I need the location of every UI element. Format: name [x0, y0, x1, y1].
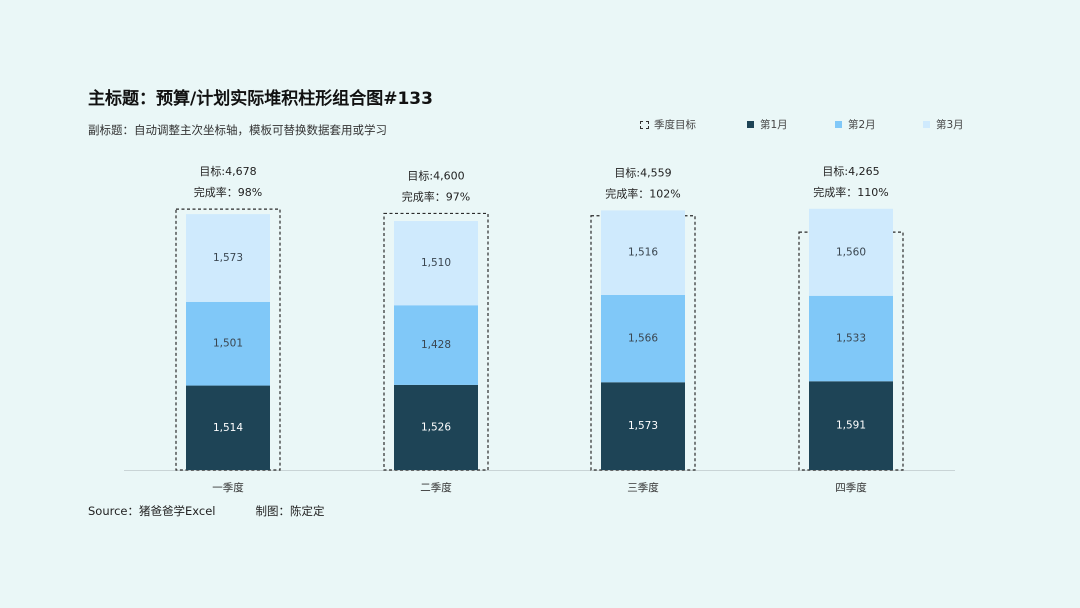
completion-rate-label: 完成率：102% [605, 186, 680, 200]
bar-segment-month3 [394, 221, 478, 306]
x-tick-label: 一季度 [212, 481, 244, 494]
source-note: Source：猪爸爸学Excel [88, 504, 216, 518]
bar-segment-month3 [601, 210, 685, 295]
legend-target-swatch [640, 120, 649, 129]
bar-value-label: 1,591 [836, 420, 866, 432]
target-value-label: 目标:4,600 [407, 168, 464, 182]
bar-value-label: 1,573 [628, 420, 658, 432]
bar-segment-month1 [394, 384, 478, 470]
completion-rate-label: 完成率：97% [402, 189, 470, 203]
target-value-label: 目标:4,265 [822, 164, 879, 178]
legend-item-month3: 第3月 [923, 117, 964, 132]
completion-rate-label: 完成率：98% [194, 185, 262, 199]
legend-label: 第2月 [848, 119, 876, 131]
x-tick-label: 二季度 [420, 481, 452, 494]
legend-item-target: 季度目标 [640, 117, 696, 132]
legend-label: 第3月 [936, 119, 964, 131]
bar-value-label: 1,516 [628, 247, 658, 259]
bar-value-label: 1,573 [213, 252, 243, 264]
bar-value-label: 1,526 [421, 421, 451, 433]
bar-segment-month3 [186, 214, 270, 302]
completion-rate-label: 完成率：110% [813, 185, 888, 199]
target-value-label: 目标:4,678 [199, 164, 256, 178]
bar-value-label: 1,533 [836, 333, 866, 345]
bar-segment-month2 [394, 305, 478, 385]
legend-label: 第1月 [760, 119, 788, 131]
target-box [175, 208, 281, 471]
bar-segment-month1 [601, 382, 685, 470]
legend-month3-swatch [923, 121, 930, 128]
chart-subtitle: 副标题：自动调整主次坐标轴，模板可替换数据套用或学习 [88, 123, 387, 137]
footer: Source：猪爸爸学Excel 制图：陈定定 [88, 503, 324, 519]
legend-month2-swatch [835, 121, 842, 128]
bar-value-label: 1,514 [213, 422, 243, 434]
chart-title: 主标题：预算/计划实际堆积柱形组合图#133 [88, 89, 433, 109]
bar-value-label: 1,501 [213, 338, 243, 350]
bar-value-label: 1,428 [421, 339, 451, 351]
bar-segment-month2 [601, 294, 685, 383]
bar-value-label: 1,510 [421, 257, 451, 269]
bar-segment-month2 [809, 295, 893, 382]
x-tick-label: 三季度 [627, 481, 659, 494]
bar-segment-month1 [809, 381, 893, 470]
legend-month1-swatch [747, 121, 754, 128]
legend-item-month2: 第2月 [835, 117, 876, 132]
bar-segment-month2 [186, 301, 270, 386]
x-tick-label: 四季度 [835, 481, 867, 494]
author-note: 制图：陈定定 [255, 504, 325, 518]
legend-label: 季度目标 [654, 119, 696, 131]
bar-segment-month1 [186, 385, 270, 470]
bar-value-label: 1,560 [836, 246, 866, 258]
bar-segment-month3 [809, 208, 893, 296]
bar-value-label: 1,566 [628, 333, 658, 345]
legend: 季度目标 第1月 第2月 第3月 [640, 117, 970, 133]
target-value-label: 目标:4,559 [614, 165, 671, 179]
legend-item-month1: 第1月 [747, 117, 788, 132]
